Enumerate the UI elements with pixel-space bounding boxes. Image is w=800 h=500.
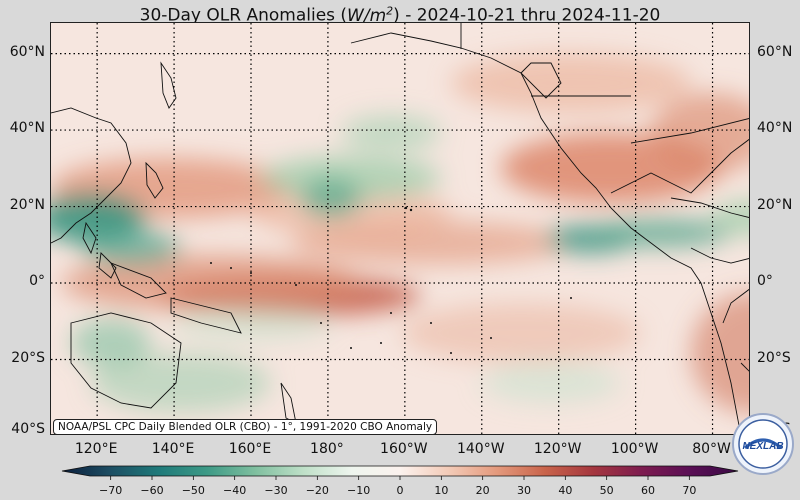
colorbar-tick-label: 20 (475, 484, 490, 497)
coastlines (51, 23, 749, 434)
graticule (51, 23, 749, 434)
title-suffix: ) - 2024-10-21 thru 2024-11-20 (393, 5, 661, 26)
title-prefix: 30-Day OLR Anomalies ( (139, 5, 348, 26)
colorbar-tick-label: 70 (682, 484, 697, 497)
colorbar-tick-label: 10 (434, 484, 449, 497)
map-canvas (51, 23, 749, 434)
lat-label-left: 20°S (11, 349, 45, 366)
lon-label: 120°E (74, 441, 118, 457)
lat-label-left: 0° (29, 273, 45, 290)
colorbar (61, 465, 739, 480)
svg-text:NEXLAB: NEXLAB (742, 441, 783, 452)
lon-label: 100°W (610, 441, 659, 457)
colorbar-tick-label: −50 (181, 484, 205, 497)
colorbar-tick-label: 60 (641, 484, 655, 497)
colorbar-tick-label: 30 (517, 484, 531, 497)
colorbar-tick-label: 50 (599, 484, 614, 497)
colorbar-tick-label: 40 (558, 484, 573, 497)
colorbar-gradient (61, 465, 739, 477)
lat-label-right: 20°N (757, 196, 793, 213)
lon-label: 180° (310, 441, 344, 457)
lon-label: 120°W (533, 441, 582, 457)
map-title: 30-Day OLR Anomalies (W/m2) - 2024-10-21… (0, 0, 800, 26)
colorbar-tick-label: −70 (99, 484, 123, 497)
anomaly-field (51, 53, 749, 413)
colorbar-tick-label: −20 (305, 484, 329, 497)
lat-label-right: 40°N (757, 120, 793, 137)
lat-label-right: 20°S (757, 349, 791, 366)
colorbar-tick-label: −40 (223, 484, 247, 497)
colorbar-tick-label: −10 (347, 484, 371, 497)
lon-label: 160°E (228, 441, 272, 457)
data-credit: NOAA/PSL CPC Daily Blended OLR (CBO) - 1… (53, 419, 438, 435)
lat-label-right: 0° (757, 273, 773, 290)
lon-label: 80°W (692, 441, 731, 457)
colorbar-tick-label: −30 (264, 484, 288, 497)
lat-label-left: 40°S (11, 421, 45, 437)
lat-label-left: 20°N (9, 196, 45, 213)
title-unit-exponent: 2 (386, 4, 394, 17)
colorbar-tick-label: −60 (140, 484, 164, 497)
lon-label: 140°W (456, 441, 505, 457)
lat-label-right: 60°N (757, 43, 793, 60)
colorbar-tick-lines (110, 476, 690, 480)
olr-anomaly-map (50, 22, 750, 435)
lat-label-left: 60°N (9, 43, 45, 60)
lon-label: 140°E (151, 441, 195, 457)
nexlab-logo: NEXLAB (732, 413, 794, 475)
title-unit: W/m2 (347, 4, 394, 26)
lon-label: 160°W (380, 441, 428, 457)
lat-label-left: 40°N (9, 120, 45, 137)
colorbar-tick-label: 0 (396, 484, 404, 497)
